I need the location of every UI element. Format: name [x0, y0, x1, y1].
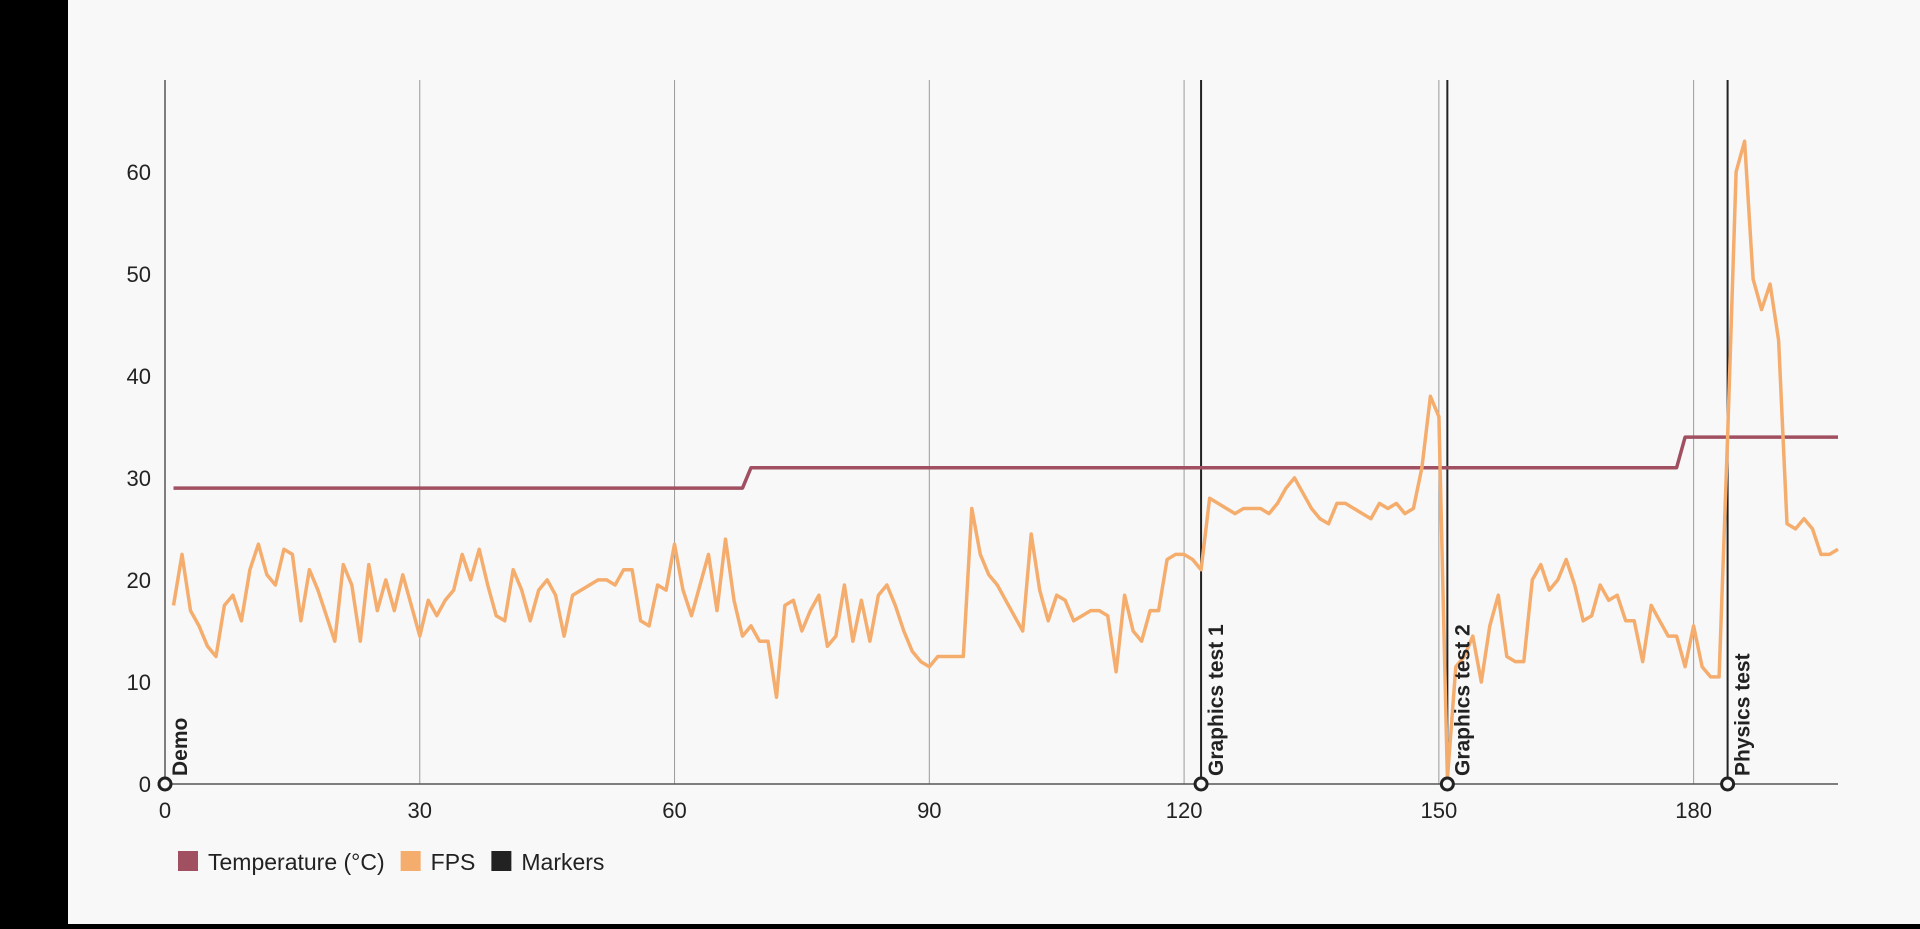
legend-label: Temperature (°C)	[208, 849, 385, 875]
x-tick-label: 0	[159, 798, 171, 823]
y-tick-label: 10	[127, 670, 151, 695]
fps-series-line	[171, 139, 1839, 781]
y-axis-ticks: 0 10 20 30 40 50 60	[127, 160, 151, 797]
marker-point	[1720, 776, 1736, 792]
x-tick-label: 30	[408, 798, 432, 823]
grid-lines	[164, 80, 1838, 785]
x-tick-label: 60	[662, 798, 686, 823]
y-tick-label: 20	[127, 568, 151, 593]
x-tick-label: 180	[1675, 798, 1712, 823]
x-axis-ticks: 0 30 60 90 120 150 180	[159, 798, 1712, 823]
marker-point	[1439, 776, 1455, 792]
legend-swatch	[178, 851, 198, 871]
chart-panel: 0 10 20 30 40 50 60 0 30 60 90 120 150 180 Demo Graph…	[68, 0, 1920, 924]
legend: Temperature (°C) FPS Markers	[178, 849, 604, 875]
y-tick-label: 60	[127, 160, 151, 185]
fps-temperature-chart: 0 10 20 30 40 50 60 0 30 60 90 120 150 180 Demo Graph…	[127, 80, 1839, 875]
x-tick-label: 90	[917, 798, 941, 823]
series-lines	[171, 139, 1839, 781]
legend-swatch	[400, 851, 421, 871]
y-tick-label: 30	[127, 466, 151, 491]
legend-swatch	[491, 851, 512, 871]
legend-label: FPS	[431, 849, 476, 875]
x-tick-label: 120	[1166, 798, 1203, 823]
marker-label: Graphics test 1	[1205, 624, 1228, 776]
marker-point	[157, 776, 173, 792]
legend-label: Markers	[521, 849, 604, 875]
marker-labels-layer: Demo Graphics test 1 Graphics test 2 Physic…	[157, 624, 1755, 792]
marker-label: Graphics test 2	[1451, 624, 1474, 776]
marker-label: Physics test	[1732, 653, 1755, 776]
y-tick-label: 0	[139, 772, 151, 797]
temperature-series-line	[173, 435, 1838, 490]
marker-point	[1193, 776, 1209, 792]
marker-label: Demo	[169, 718, 192, 776]
y-tick-label: 50	[127, 262, 151, 287]
x-tick-label: 150	[1420, 798, 1457, 823]
y-tick-label: 40	[127, 364, 151, 389]
